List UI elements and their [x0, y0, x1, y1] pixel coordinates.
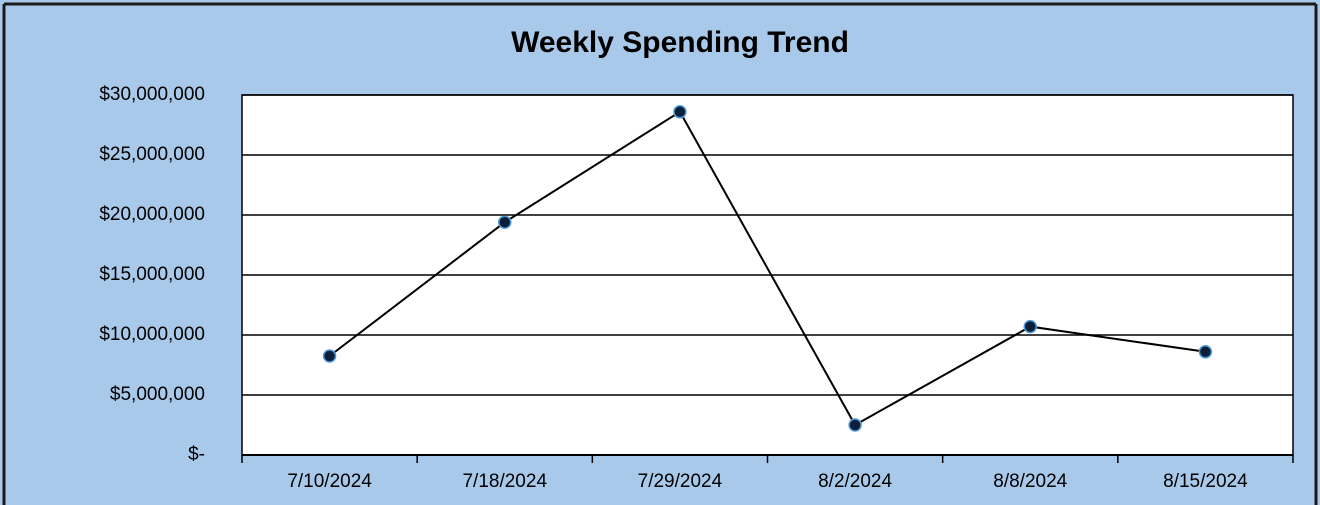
y-tick-label: $30,000,000: [99, 84, 205, 105]
x-tick-label: 7/29/2024: [638, 471, 723, 492]
x-tick-label: 8/2/2024: [818, 471, 892, 492]
y-tick-label: $25,000,000: [99, 144, 205, 165]
y-tick-label: $10,000,000: [99, 324, 205, 345]
y-tick-label: $15,000,000: [99, 264, 205, 285]
line-series: [328, 110, 1206, 427]
data-point: [1023, 319, 1037, 334]
y-tick-label: $20,000,000: [99, 204, 205, 225]
data-point: [1198, 345, 1213, 359]
x-tick-label: 8/8/2024: [993, 471, 1067, 492]
data-point: [322, 349, 337, 363]
chart-title: Weekly Spending Trend: [511, 26, 849, 59]
data-point: [673, 105, 687, 119]
data-point: [498, 215, 512, 229]
data-point: [848, 418, 862, 432]
y-tick-label: $-: [188, 444, 205, 465]
x-tick-label: 8/15/2024: [1163, 471, 1248, 492]
x-tick-label: 7/18/2024: [462, 471, 547, 492]
y-tick-label: $5,000,000: [110, 384, 205, 405]
x-tick-label: 7/10/2024: [287, 471, 372, 492]
